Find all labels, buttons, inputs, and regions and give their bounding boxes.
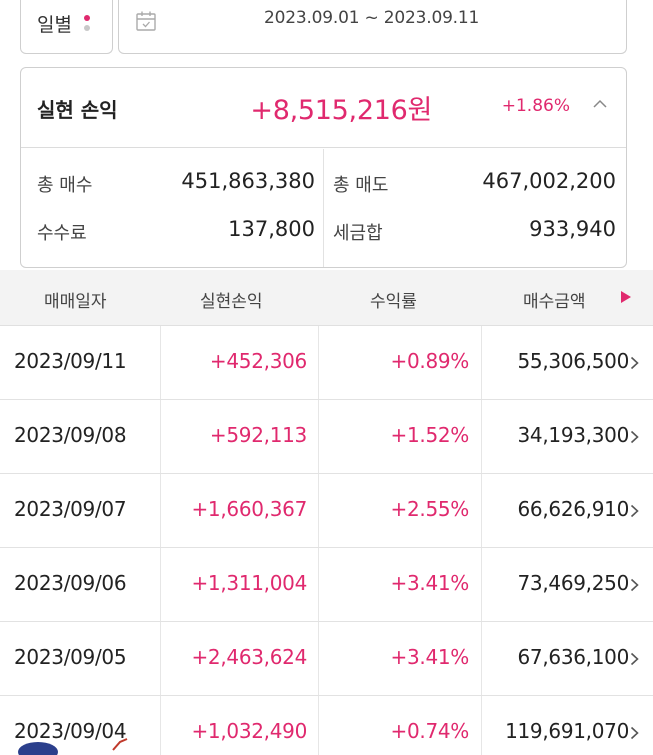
cell-pnl: +1,032,490 xyxy=(191,719,307,743)
date-range-text: 2023.09.01 ~ 2023.09.11 xyxy=(264,8,480,28)
header-buy-amount[interactable]: 매수금액 xyxy=(523,292,586,312)
triangle-right-icon[interactable] xyxy=(620,290,632,304)
table-row[interactable]: 2023/09/06 +1,311,004 +3.41% 73,469,250 xyxy=(0,548,653,622)
cell-rate: +3.41% xyxy=(390,645,470,669)
date-range-field[interactable]: 2023.09.01 ~ 2023.09.11 xyxy=(118,0,627,54)
column-divider xyxy=(481,326,482,755)
calendar-icon xyxy=(136,11,156,31)
cell-date: 2023/09/11 xyxy=(14,349,127,373)
table-row[interactable]: 2023/09/07 +1,660,367 +2.55% 66,626,910 xyxy=(0,474,653,548)
trade-table: 2023/09/11 +452,306 +0.89% 55,306,500 20… xyxy=(0,326,653,755)
total-sell-label: 총 매도 xyxy=(333,175,389,196)
cell-buy-amount: 119,691,070 xyxy=(505,719,629,743)
cell-date: 2023/09/06 xyxy=(14,571,127,595)
realized-pnl-summary: 실현 손익 +8,515,216원 +1.86% 총 매수 451,863,38… xyxy=(20,67,627,268)
header-return-rate[interactable]: 수익률 xyxy=(370,292,417,312)
cell-buy-amount: 66,626,910 xyxy=(517,497,629,521)
period-select[interactable]: 일별 xyxy=(20,0,113,54)
cell-pnl: +1,660,367 xyxy=(191,497,307,521)
period-toggle-dots-icon xyxy=(83,14,90,31)
cell-pnl: +592,113 xyxy=(209,423,307,447)
filter-bar: 일별 2023.09.01 ~ 2023.09.11 xyxy=(0,0,653,56)
summary-rate: +1.86% xyxy=(501,96,570,116)
summary-details: 총 매수 451,863,380 총 매도 467,002,200 수수료 13… xyxy=(21,149,626,267)
table-row[interactable]: 2023/09/08 +592,113 +1.52% 34,193,300 xyxy=(0,400,653,474)
tax-value: 933,940 xyxy=(529,217,616,241)
checkmark-icon xyxy=(112,738,128,751)
flag-icon xyxy=(18,742,58,755)
total-sell-value: 467,002,200 xyxy=(482,169,616,193)
chevron-right-icon[interactable] xyxy=(630,504,639,518)
total-buy-label: 총 매수 xyxy=(37,175,93,196)
tax-label: 세금합 xyxy=(333,223,383,244)
cell-buy-amount: 73,469,250 xyxy=(517,571,629,595)
cell-date: 2023/09/04 xyxy=(14,719,127,743)
total-buy-value: 451,863,380 xyxy=(181,169,315,193)
chevron-right-icon[interactable] xyxy=(630,726,639,740)
chevron-up-icon[interactable] xyxy=(592,96,608,112)
cell-rate: +2.55% xyxy=(390,497,470,521)
cell-buy-amount: 67,636,100 xyxy=(517,645,629,669)
column-divider xyxy=(160,326,161,755)
table-row[interactable]: 2023/09/11 +452,306 +0.89% 55,306,500 xyxy=(0,326,653,400)
cell-rate: +1.52% xyxy=(390,423,470,447)
cell-buy-amount: 55,306,500 xyxy=(517,349,629,373)
cell-pnl: +1,311,004 xyxy=(191,571,307,595)
cell-rate: +3.41% xyxy=(390,571,470,595)
cell-date: 2023/09/07 xyxy=(14,497,127,521)
chevron-right-icon[interactable] xyxy=(630,430,639,444)
chevron-right-icon[interactable] xyxy=(630,356,639,370)
fee-value: 137,800 xyxy=(228,217,315,241)
cell-pnl: +2,463,624 xyxy=(191,645,307,669)
summary-amount: +8,515,216원 xyxy=(250,95,432,126)
summary-divider xyxy=(323,149,324,267)
cell-rate: +0.74% xyxy=(390,719,470,743)
period-label: 일별 xyxy=(37,14,72,36)
column-divider xyxy=(318,326,319,755)
table-header: 매매일자 실현손익 수익률 매수금액 xyxy=(0,270,653,326)
cell-date: 2023/09/05 xyxy=(14,645,127,669)
chevron-right-icon[interactable] xyxy=(630,578,639,592)
table-row[interactable]: 2023/09/04 +1,032,490 +0.74% 119,691,070 xyxy=(0,696,653,755)
summary-header[interactable]: 실현 손익 +8,515,216원 +1.86% xyxy=(21,68,626,148)
summary-title: 실현 손익 xyxy=(37,98,118,122)
chevron-right-icon[interactable] xyxy=(630,652,639,666)
cell-buy-amount: 34,193,300 xyxy=(517,423,629,447)
cell-pnl: +452,306 xyxy=(209,349,307,373)
header-realized-pnl[interactable]: 실현손익 xyxy=(200,292,263,312)
table-row[interactable]: 2023/09/05 +2,463,624 +3.41% 67,636,100 xyxy=(0,622,653,696)
cell-rate: +0.89% xyxy=(390,349,470,373)
header-trade-date[interactable]: 매매일자 xyxy=(44,292,107,312)
cell-date: 2023/09/08 xyxy=(14,423,127,447)
fee-label: 수수료 xyxy=(37,223,87,244)
